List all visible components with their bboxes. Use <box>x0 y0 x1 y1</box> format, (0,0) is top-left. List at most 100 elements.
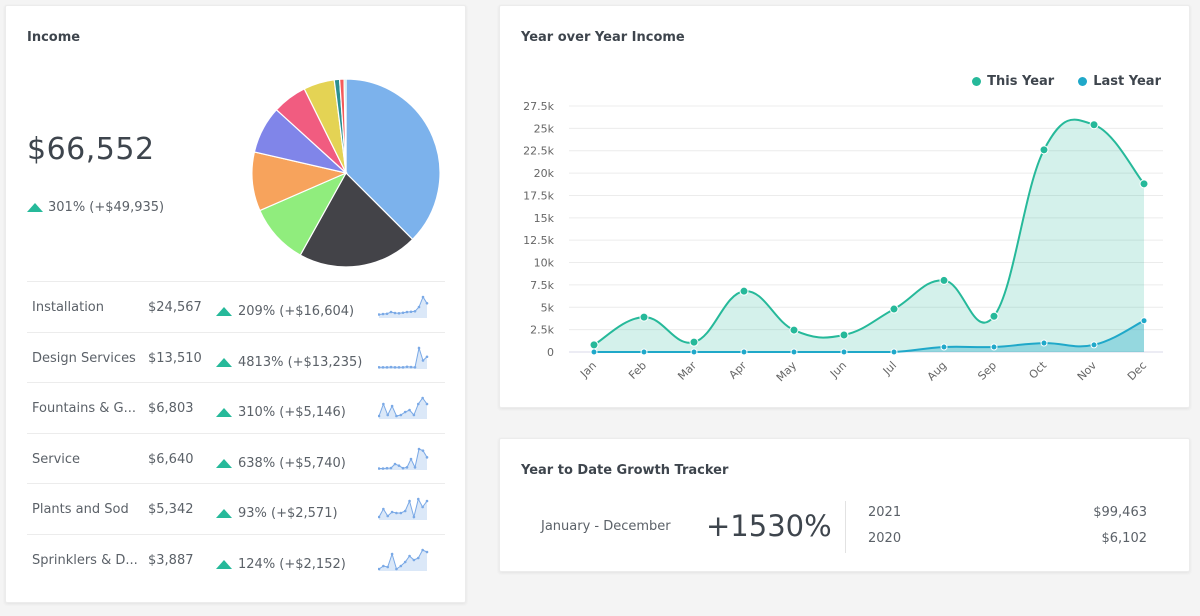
legend-last-year[interactable]: Last Year <box>1078 74 1161 89</box>
row-change-text: 310% (+$5,146) <box>238 405 346 420</box>
row-change-text: 638% (+$5,740) <box>238 455 346 471</box>
sparkline-point <box>413 365 417 369</box>
legend-this-year[interactable]: This Year <box>972 74 1054 89</box>
data-point[interactable] <box>640 348 648 356</box>
yoy-line-chart: 0 2.5k 5k 7.5k 10k 12.5k 15k 17.5k 20k 22.5k 25k 27… <box>523 100 1163 384</box>
row-change-text: 93% (+$2,571) <box>238 506 338 521</box>
sparkline-point <box>405 310 409 314</box>
sparkline-point <box>397 365 401 369</box>
series-area <box>594 119 1144 352</box>
data-point[interactable] <box>589 340 599 350</box>
data-point[interactable] <box>840 348 848 356</box>
sparkline-point <box>416 556 420 559</box>
growth-year-value: $6,102 <box>1101 531 1148 546</box>
legend-label: Last Year <box>1093 74 1161 89</box>
x-tick-label: Aug <box>925 359 949 383</box>
data-point[interactable] <box>940 343 948 351</box>
sparkline-point <box>389 466 393 469</box>
x-tick-label: Jan <box>577 359 599 381</box>
sparkline-point <box>405 364 409 368</box>
sparkline-point <box>378 313 381 316</box>
data-point[interactable] <box>939 275 949 285</box>
sparkline <box>378 295 429 318</box>
data-point[interactable] <box>1039 145 1049 155</box>
data-point[interactable] <box>1040 339 1048 347</box>
sparkline-point <box>390 510 394 514</box>
data-point[interactable] <box>740 348 748 356</box>
sparkline-point <box>425 301 429 305</box>
year-over-year-card: Year over Year Income This Year Last Yea… <box>499 5 1190 408</box>
row-name: Design Services <box>32 350 136 366</box>
data-point[interactable] <box>889 304 899 314</box>
data-point[interactable] <box>739 286 749 296</box>
data-point[interactable] <box>890 348 898 356</box>
income-row[interactable]: Service $6,640 638% (+$5,740) <box>27 432 445 484</box>
pie-slice[interactable] <box>345 78 441 241</box>
growth-tracker-card: Year to Date Growth Tracker January - De… <box>499 438 1190 572</box>
pie-slice[interactable] <box>299 172 414 268</box>
data-point[interactable] <box>839 330 849 340</box>
income-row[interactable]: Design Services $13,510 4813% (+$13,235) <box>27 331 445 383</box>
sparkline-point <box>425 402 429 406</box>
data-point[interactable] <box>689 337 699 347</box>
row-name: Sprinklers & D... <box>32 552 138 568</box>
sparkline-point <box>386 514 390 518</box>
income-row[interactable]: Installation $24,567 209% (+$16,604) <box>27 281 445 332</box>
sparkline-point <box>425 550 429 553</box>
y-tick-label: 15k <box>534 212 555 225</box>
y-tick-label: 12.5k <box>523 234 554 247</box>
sparkline-point <box>397 463 401 467</box>
sparkline-point <box>405 465 409 469</box>
data-point[interactable] <box>1140 317 1148 325</box>
sparkline-point <box>395 414 398 418</box>
x-tick-label: Sep <box>975 359 999 383</box>
x-tick-label: Apr <box>726 359 749 382</box>
sparkline-point <box>409 365 413 368</box>
sparkline-point <box>401 466 405 469</box>
sparkline-point <box>417 305 421 309</box>
income-row[interactable]: Plants and Sod $5,342 93% (+$2,571) <box>27 483 445 534</box>
pie-slice[interactable] <box>343 78 347 174</box>
sparkline-point <box>390 552 394 555</box>
data-point[interactable] <box>1089 120 1099 130</box>
sparkline-point <box>399 413 403 417</box>
income-pie-chart <box>251 78 441 268</box>
sparkline-point <box>395 567 398 570</box>
income-row[interactable]: Fountains & G... $6,803 310% (+$5,146) <box>27 382 445 433</box>
data-point[interactable] <box>1139 179 1149 189</box>
x-tick-label: Jun <box>827 359 849 381</box>
data-point[interactable] <box>690 348 698 356</box>
data-point[interactable] <box>990 343 998 351</box>
x-tick-label: Jul <box>880 359 899 378</box>
data-point[interactable] <box>989 311 999 321</box>
sparkline-point <box>382 507 385 511</box>
sparkline-point <box>386 565 390 568</box>
y-tick-label: 5k <box>541 301 555 314</box>
triangle-up-icon <box>216 408 232 417</box>
triangle-up-icon <box>216 509 232 518</box>
sparkline-area <box>379 347 427 369</box>
y-tick-label: 7.5k <box>530 279 554 292</box>
data-point[interactable] <box>590 348 598 356</box>
sparkline-point <box>421 505 424 509</box>
row-amount: $13,510 <box>148 350 202 366</box>
row-change: 310% (+$5,146) <box>216 405 346 420</box>
sparkline-point <box>389 310 393 314</box>
sparkline-point <box>399 564 403 567</box>
sparkline-point <box>421 358 425 362</box>
sparkline-point <box>382 402 385 406</box>
sparkline-point <box>417 346 421 349</box>
data-point[interactable] <box>639 312 649 322</box>
sparkline-point <box>408 499 411 503</box>
row-change: 209% (+$16,604) <box>216 304 354 319</box>
data-point[interactable] <box>789 325 799 335</box>
growth-period: January - December <box>541 519 671 534</box>
row-name: Fountains & G... <box>32 401 137 416</box>
divider <box>845 501 846 553</box>
data-point[interactable] <box>790 348 798 356</box>
income-row[interactable]: Sprinklers & D... $3,887 124% (+$2,152) <box>27 533 445 585</box>
sparkline-point <box>416 497 420 501</box>
row-change-text: 4813% (+$13,235) <box>238 354 363 370</box>
sparkline-point <box>389 365 393 368</box>
data-point[interactable] <box>1090 341 1098 349</box>
